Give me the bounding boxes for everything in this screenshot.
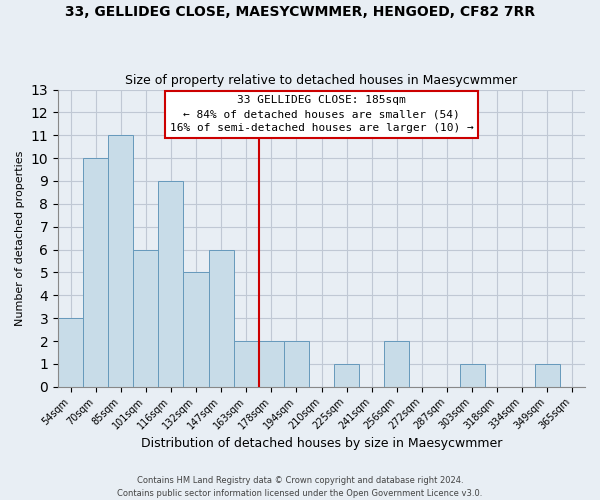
Bar <box>259 341 284 386</box>
Bar <box>108 136 133 386</box>
Title: Size of property relative to detached houses in Maesycwmmer: Size of property relative to detached ho… <box>125 74 518 87</box>
Bar <box>58 318 83 386</box>
Bar <box>83 158 108 386</box>
Bar <box>334 364 359 386</box>
Bar <box>184 272 209 386</box>
Bar <box>233 341 259 386</box>
Bar <box>384 341 409 386</box>
Y-axis label: Number of detached properties: Number of detached properties <box>15 150 25 326</box>
Bar <box>460 364 485 386</box>
Bar <box>535 364 560 386</box>
Text: 33, GELLIDEG CLOSE, MAESYCWMMER, HENGOED, CF82 7RR: 33, GELLIDEG CLOSE, MAESYCWMMER, HENGOED… <box>65 5 535 19</box>
Bar <box>133 250 158 386</box>
Text: Contains HM Land Registry data © Crown copyright and database right 2024.
Contai: Contains HM Land Registry data © Crown c… <box>118 476 482 498</box>
X-axis label: Distribution of detached houses by size in Maesycwmmer: Distribution of detached houses by size … <box>141 437 502 450</box>
Bar <box>209 250 233 386</box>
Text: 33 GELLIDEG CLOSE: 185sqm
← 84% of detached houses are smaller (54)
16% of semi-: 33 GELLIDEG CLOSE: 185sqm ← 84% of detac… <box>170 96 473 134</box>
Bar <box>284 341 309 386</box>
Bar <box>158 181 184 386</box>
